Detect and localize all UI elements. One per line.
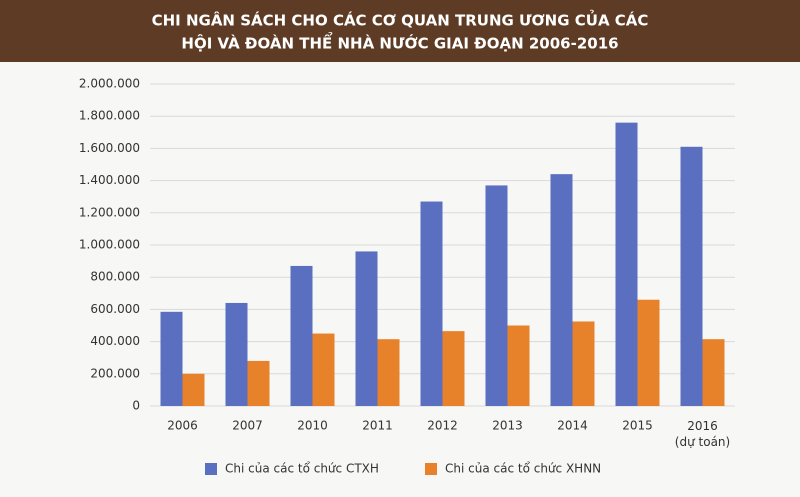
x-tick-label: 2014 (557, 419, 588, 433)
bar (182, 373, 205, 406)
y-tick-label: 0 (132, 399, 140, 413)
bar (680, 146, 703, 407)
x-tick-label: 2012 (427, 419, 458, 433)
x-tick-label: 2006 (167, 419, 198, 433)
y-tick-label: 1.400.000 (79, 173, 140, 187)
bar (160, 311, 183, 406)
y-tick-label: 1.000.000 (79, 238, 140, 252)
bar (247, 360, 270, 406)
bar (615, 122, 638, 406)
y-tick-label: 1.800.000 (79, 109, 140, 123)
title-banner (0, 0, 800, 62)
x-tick-label: 2015 (622, 419, 653, 433)
bar (637, 299, 660, 406)
bar (290, 265, 313, 406)
legend-label: Chi của các tổ chức XHNN (445, 462, 601, 476)
legend-label: Chi của các tổ chức CTXH (225, 462, 379, 476)
y-tick-label: 600.000 (90, 302, 140, 316)
bar (572, 321, 595, 406)
y-tick-label: 1.600.000 (79, 141, 140, 155)
x-tick-label: 2007 (232, 419, 263, 433)
legend-swatch (425, 463, 437, 475)
bar (420, 201, 443, 406)
bar (485, 185, 508, 406)
bar (377, 339, 400, 406)
legend-swatch (205, 463, 217, 475)
bar (550, 174, 573, 406)
bar (355, 251, 378, 406)
y-tick-label: 2.000.000 (79, 77, 140, 91)
bar (312, 333, 335, 406)
y-tick-label: 800.000 (90, 270, 140, 284)
x-tick-label: 2013 (492, 419, 523, 433)
y-tick-label: 1.200.000 (79, 205, 140, 219)
chart-title: CHI NGÂN SÁCH CHO CÁC CƠ QUAN TRUNG ƯƠNG… (152, 9, 649, 30)
y-tick-label: 400.000 (90, 334, 140, 348)
bar (702, 339, 725, 406)
x-tick-label: 2011 (362, 419, 393, 433)
x-tick-label: 2016 (dự toán) (675, 419, 730, 449)
x-tick-label: 2010 (297, 419, 328, 433)
bar (225, 302, 248, 406)
bar (507, 325, 530, 406)
chart-title: HỘI VÀ ĐOÀN THỂ NHÀ NƯỚC GIAI ĐOẠN 2006-… (181, 31, 618, 53)
bar (442, 331, 465, 406)
y-tick-label: 200.000 (90, 366, 140, 380)
